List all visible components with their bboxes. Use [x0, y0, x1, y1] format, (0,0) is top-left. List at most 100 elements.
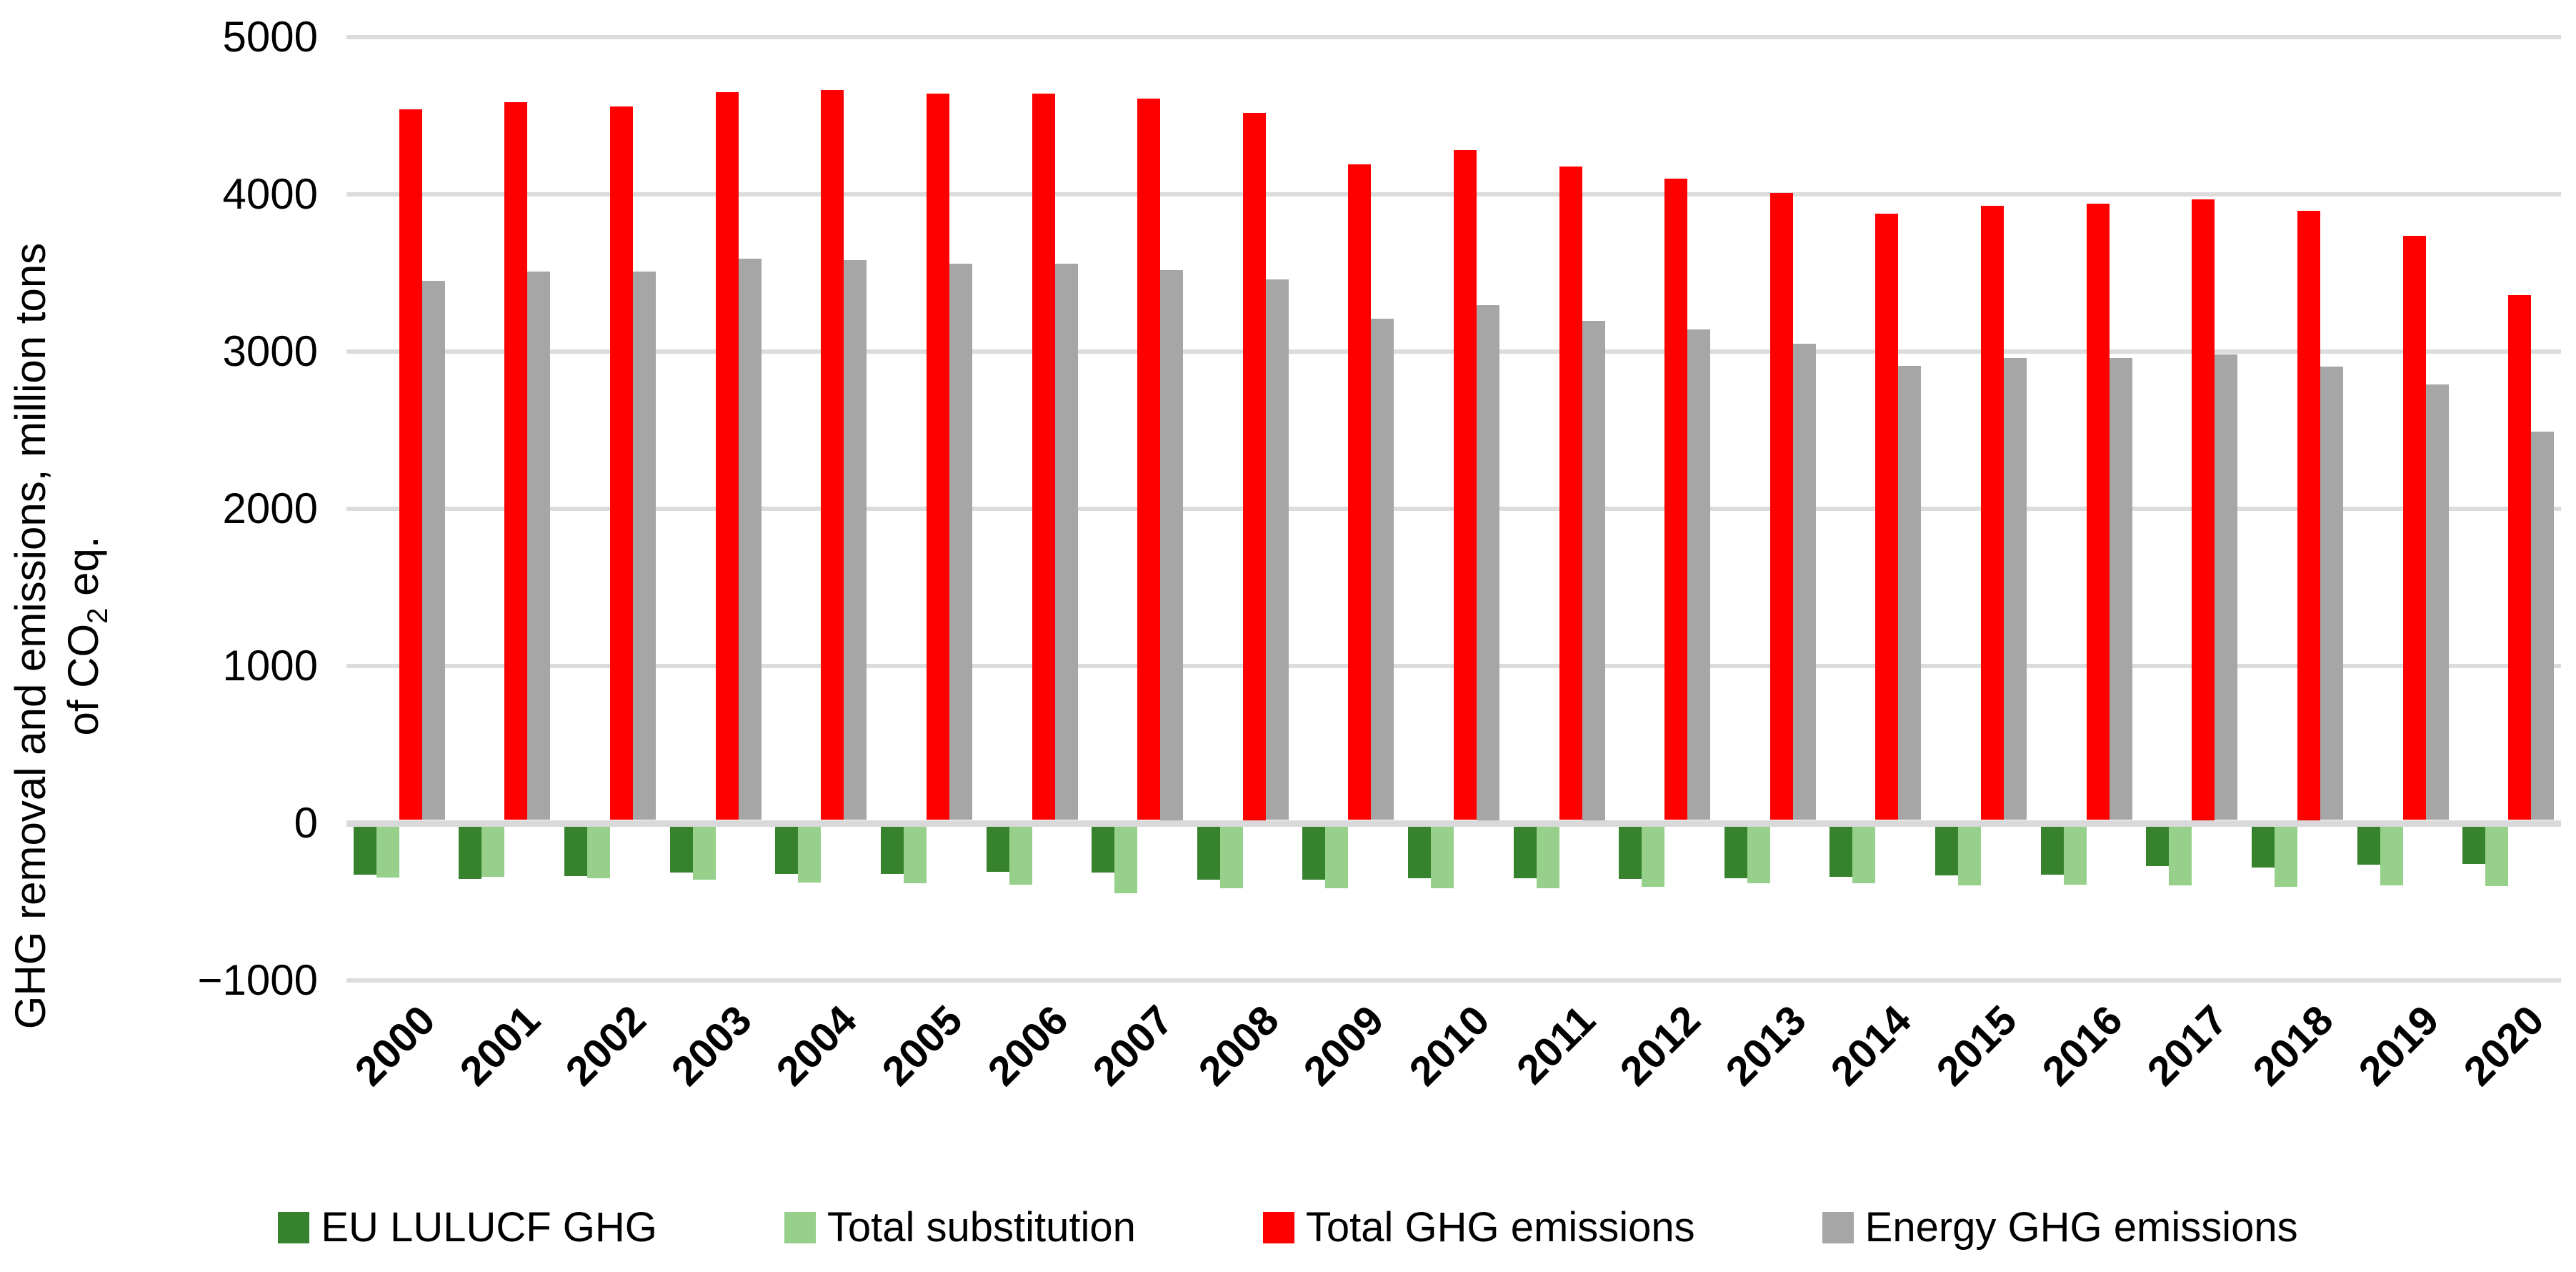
bar-total-substitution-2019: [2380, 826, 2403, 885]
bar-energy-ghg-emissions-2013: [1792, 343, 1816, 820]
legend: EU LULUCF GHG Total substitution Total GHG…: [0, 1206, 2576, 1249]
bar-eu-lulucf-ghg-2007: [1092, 826, 1115, 873]
bar-eu-lulucf-ghg-2010: [1408, 826, 1431, 879]
bar-total-substitution-2015: [1958, 826, 1982, 885]
bar-eu-lulucf-ghg-2002: [564, 826, 588, 876]
bar-eu-lulucf-ghg-2011: [1513, 826, 1537, 879]
bar-total-ghg-emissions-2011: [1559, 167, 1582, 820]
bar-eu-lulucf-ghg-2006: [986, 826, 1009, 873]
legend-swatch-icon: [1822, 1212, 1854, 1243]
bar-total-ghg-emissions-2008: [1242, 112, 1266, 820]
gridline-5000: [346, 35, 2561, 39]
legend-label: Total GHG emissions: [1305, 1204, 1695, 1251]
legend-swatch-icon: [278, 1212, 310, 1243]
bar-total-substitution-2007: [1114, 826, 1138, 893]
bar-energy-ghg-emissions-2000: [421, 280, 445, 820]
bar-eu-lulucf-ghg-2004: [775, 826, 799, 874]
bar-total-ghg-emissions-2019: [2402, 236, 2426, 820]
bar-energy-ghg-emissions-2007: [1160, 269, 1184, 820]
bar-energy-ghg-emissions-2005: [949, 263, 972, 820]
y-tick-label-2000: 2000: [222, 485, 318, 532]
legend-label: Total substitution: [827, 1204, 1136, 1251]
bar-eu-lulucf-ghg-2018: [2251, 826, 2275, 868]
bar-total-substitution-2009: [1325, 826, 1349, 889]
zero-axis-line: [346, 820, 2561, 827]
bar-total-ghg-emissions-2018: [2297, 211, 2320, 820]
bar-total-substitution-2005: [903, 826, 927, 883]
legend-swatch-icon: [784, 1212, 816, 1243]
bar-total-substitution-2014: [1852, 826, 1876, 883]
bar-total-ghg-emissions-2013: [1769, 192, 1793, 820]
legend-item-total-substitution: Total substitution: [784, 1206, 1136, 1249]
bar-eu-lulucf-ghg-2000: [353, 826, 376, 875]
bar-eu-lulucf-ghg-2019: [2357, 826, 2380, 865]
bar-total-substitution-2000: [376, 826, 399, 878]
bar-total-substitution-2001: [481, 826, 505, 877]
bar-energy-ghg-emissions-2018: [2320, 366, 2343, 820]
bar-eu-lulucf-ghg-2016: [2040, 826, 2064, 875]
bar-total-ghg-emissions-2007: [1137, 98, 1161, 820]
bar-total-ghg-emissions-2003: [715, 91, 739, 820]
bar-total-substitution-2017: [2169, 826, 2192, 885]
y-tick-label-1000: 1000: [222, 642, 318, 690]
bar-energy-ghg-emissions-2012: [1687, 329, 1711, 820]
y-tick-label-4000: 4000: [222, 170, 318, 218]
y-axis-title-line1: GHG removal and emissions, million tons: [6, 242, 54, 1030]
legend-swatch-icon: [1262, 1212, 1294, 1243]
bar-total-ghg-emissions-2002: [610, 106, 634, 820]
bar-energy-ghg-emissions-2006: [1054, 263, 1078, 820]
bar-total-ghg-emissions-2004: [821, 89, 844, 820]
bar-total-substitution-2016: [2063, 826, 2087, 885]
legend-item-total-ghg-emissions: Total GHG emissions: [1262, 1204, 1695, 1251]
bar-energy-ghg-emissions-2003: [738, 259, 762, 820]
legend-label: Energy GHG emissions: [1864, 1204, 2298, 1251]
bar-eu-lulucf-ghg-2008: [1197, 826, 1220, 880]
bar-total-ghg-emissions-2014: [1875, 214, 1899, 820]
bar-total-ghg-emissions-2009: [1348, 164, 1372, 820]
bar-eu-lulucf-ghg-2020: [2462, 826, 2486, 865]
bar-total-substitution-2004: [798, 826, 822, 883]
bar-energy-ghg-emissions-2019: [2425, 384, 2449, 820]
bar-eu-lulucf-ghg-2005: [880, 826, 904, 874]
bar-energy-ghg-emissions-2016: [2109, 357, 2132, 820]
bar-energy-ghg-emissions-2002: [633, 271, 657, 820]
bar-eu-lulucf-ghg-2013: [1724, 826, 1747, 879]
bar-energy-ghg-emissions-2020: [2531, 432, 2555, 820]
bar-energy-ghg-emissions-2010: [1477, 305, 1499, 820]
bar-total-substitution-2018: [2274, 826, 2297, 888]
co2-subscript: 2: [82, 607, 114, 624]
bar-total-ghg-emissions-2020: [2508, 294, 2532, 820]
y-tick-label--1000: −1000: [197, 956, 318, 1004]
bar-total-ghg-emissions-2010: [1454, 150, 1477, 820]
bar-total-substitution-2020: [2485, 826, 2509, 887]
bar-total-substitution-2013: [1747, 826, 1770, 883]
bar-total-ghg-emissions-2012: [1664, 178, 1688, 820]
y-tick-label-3000: 3000: [222, 327, 318, 375]
bar-total-ghg-emissions-2005: [926, 94, 949, 820]
bar-total-ghg-emissions-2017: [2192, 199, 2215, 820]
bar-eu-lulucf-ghg-2015: [1935, 826, 1959, 875]
bar-total-ghg-emissions-2001: [504, 102, 528, 820]
bar-eu-lulucf-ghg-2017: [2146, 826, 2170, 866]
bar-energy-ghg-emissions-2008: [1265, 279, 1289, 820]
bar-total-substitution-2010: [1431, 826, 1454, 889]
bar-total-ghg-emissions-2006: [1032, 94, 1055, 820]
bar-total-substitution-2002: [587, 826, 611, 879]
bar-energy-ghg-emissions-2014: [1898, 365, 1922, 820]
legend-item-eu-lulucf-ghg: EU LULUCF GHG: [278, 1206, 657, 1249]
bar-energy-ghg-emissions-2004: [844, 260, 867, 820]
bar-total-ghg-emissions-2000: [399, 109, 422, 820]
bar-total-substitution-2003: [692, 826, 716, 880]
bar-energy-ghg-emissions-2017: [2215, 354, 2238, 820]
bar-eu-lulucf-ghg-2009: [1302, 826, 1326, 880]
bar-energy-ghg-emissions-2015: [2004, 357, 2027, 820]
bar-eu-lulucf-ghg-2001: [459, 826, 482, 880]
y-tick-label-0: 0: [294, 799, 318, 847]
legend-label: EU LULUCF GHG: [321, 1204, 657, 1251]
bar-total-substitution-2011: [1536, 826, 1559, 889]
bar-energy-ghg-emissions-2011: [1582, 321, 1605, 820]
bar-total-ghg-emissions-2016: [2086, 204, 2110, 820]
bar-total-substitution-2008: [1219, 826, 1243, 889]
bar-total-substitution-2006: [1009, 826, 1032, 885]
